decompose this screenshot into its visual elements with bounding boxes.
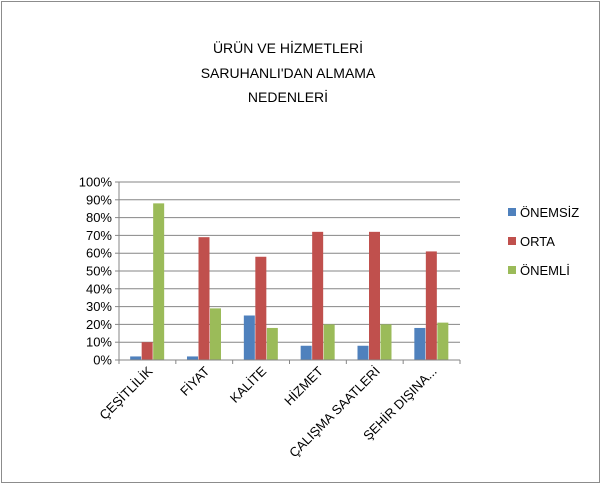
y-tick-label: 60%: [86, 246, 112, 261]
legend: ÖNEMSİZ ORTA ÖNEMLİ: [508, 205, 579, 278]
bar: [300, 345, 312, 360]
bar: [130, 356, 142, 360]
y-tick-labels: 0% 10% 20% 30% 40% 50% 60% 70% 80% 90% 100%: [79, 175, 113, 368]
legend-label: ORTA: [520, 234, 555, 249]
legend-label: ÖNEMSİZ: [520, 205, 579, 220]
y-tick-label: 50%: [86, 264, 112, 279]
bar: [266, 327, 278, 360]
chart-title-line: NEDENLERİ: [248, 88, 328, 105]
bar: [141, 342, 153, 360]
bar: [380, 324, 392, 360]
bar: [198, 237, 210, 360]
y-tick-label: 80%: [86, 210, 112, 225]
x-category-label: KALİTE: [227, 363, 270, 406]
y-tick-label: 100%: [79, 175, 113, 190]
chart-title-line: ÜRÜN VE HİZMETLERİ: [213, 39, 363, 56]
x-category-label: ÇEŞİTLİLİK: [96, 363, 155, 422]
chart-title-line: SARUHANLI'DAN ALMAMA: [201, 65, 376, 81]
bar: [357, 345, 369, 360]
gridlines: [115, 181, 460, 361]
legend-swatch: [508, 237, 516, 245]
bar: [414, 327, 426, 360]
bar: [187, 356, 198, 360]
bar: [437, 322, 449, 360]
bars: [130, 203, 449, 360]
bar: [243, 315, 255, 360]
y-tick-label: 90%: [86, 192, 112, 207]
bar: [323, 324, 335, 360]
y-tick-label: 40%: [86, 281, 112, 296]
bar: [369, 231, 380, 360]
chart-title: ÜRÜN VE HİZMETLERİ SARUHANLI'DAN ALMAMA NE…: [201, 39, 376, 105]
legend-label: ÖNEMLİ: [520, 263, 570, 278]
y-tick-label: 10%: [86, 335, 112, 350]
y-tick-label: 30%: [86, 299, 112, 314]
axes: [118, 182, 461, 364]
y-tick-label: 0%: [93, 353, 112, 368]
bar: [312, 231, 324, 360]
bar: [153, 203, 165, 360]
bar: [255, 256, 267, 360]
x-category-label: HİZMET: [281, 363, 326, 408]
legend-swatch: [508, 266, 516, 274]
y-tick-label: 20%: [86, 317, 112, 332]
bar: [210, 308, 221, 360]
x-category-label: FİYAT: [177, 363, 212, 398]
bar: [425, 251, 437, 360]
y-tick-label: 70%: [86, 228, 112, 243]
legend-swatch: [508, 208, 516, 216]
